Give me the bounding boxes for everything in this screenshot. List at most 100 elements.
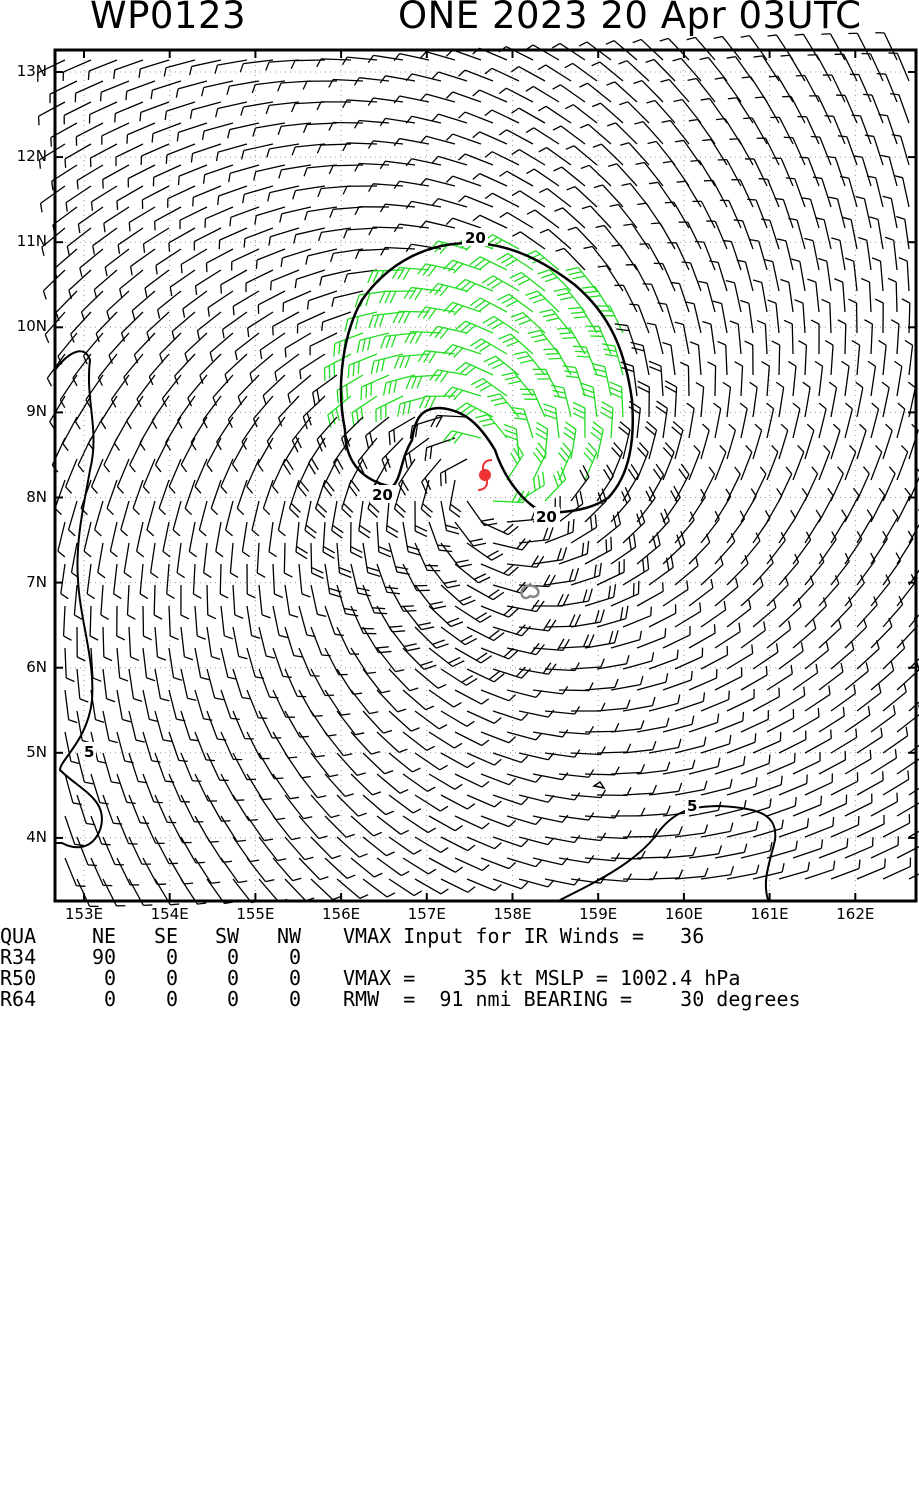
wind-barb (247, 648, 264, 678)
wind-barb (637, 487, 655, 522)
wind-barb (788, 361, 796, 396)
wind-barb (831, 424, 840, 459)
wind-barb (629, 401, 641, 438)
wind-barb (349, 459, 363, 496)
wind-barb (221, 606, 233, 639)
wind-barb (841, 361, 849, 396)
wind-barb (612, 245, 637, 270)
wind-barb (429, 774, 462, 789)
wind-barb (39, 102, 65, 125)
wind-barb (151, 543, 158, 578)
wind-barb (425, 438, 455, 461)
wind-barb (377, 774, 408, 793)
wind-barb (233, 438, 247, 472)
wind-barb (195, 606, 206, 639)
wind-barb (894, 176, 909, 207)
wind-barb (797, 117, 819, 144)
wind-barb (285, 879, 314, 901)
wind-barb (337, 543, 352, 578)
wind-barb (757, 138, 779, 165)
wind-barb (819, 575, 839, 606)
wind-barb (481, 522, 518, 535)
wind-barb (275, 354, 299, 381)
wind-barb (169, 459, 181, 493)
wind-barb (60, 375, 77, 408)
wind-barb (65, 858, 85, 886)
wind-barb (475, 415, 507, 438)
wind-barb (195, 774, 217, 801)
r64-nw: 0 (289, 989, 301, 1010)
wind-barb (278, 123, 311, 135)
wind-barb (305, 501, 316, 538)
wind-barb (507, 444, 523, 480)
wind-barb (734, 220, 753, 249)
r34-nw: 0 (289, 947, 301, 968)
wind-barb (102, 123, 129, 145)
wind-barb (713, 403, 720, 438)
wind-barb (455, 732, 489, 745)
wind-barb (715, 578, 738, 606)
wind-barb (137, 522, 144, 557)
wind-barb (366, 417, 389, 448)
wind-barb (897, 445, 908, 480)
wind-barb (92, 186, 117, 211)
wind-barb (608, 164, 637, 186)
wind-barb (467, 753, 501, 765)
wind-barb (559, 541, 589, 564)
latitude-label: 10N (17, 317, 47, 335)
wind-barb (779, 424, 788, 459)
wind-barb (183, 291, 207, 318)
wind-barb (753, 510, 770, 543)
wind-barb (61, 564, 68, 599)
wind-barb (363, 585, 387, 614)
wind-barb (257, 543, 265, 577)
wind-barb (331, 249, 363, 262)
wind-barb (619, 61, 649, 81)
wind-barb (663, 486, 680, 522)
wind-barb (704, 180, 727, 207)
wind-barb (101, 585, 109, 619)
wind-barb (389, 795, 421, 813)
longitude-label: 154E (151, 905, 189, 923)
wind-barb (131, 249, 155, 275)
wind-barb (103, 669, 115, 702)
wind-barb (431, 416, 467, 428)
wind-barb (581, 165, 611, 186)
wind-barb (637, 532, 660, 564)
wind-barb (779, 554, 799, 585)
wind-barb (883, 771, 909, 795)
wind-barb (129, 795, 149, 823)
wind-barb (481, 732, 516, 743)
wind-barb (819, 751, 845, 774)
wind-barb (299, 816, 327, 839)
wind-barb (273, 564, 283, 597)
wind-barb (727, 467, 740, 501)
wind-barb (104, 438, 117, 472)
wind-barb (204, 543, 212, 578)
wind-barb (840, 177, 857, 207)
wind-barb (793, 445, 804, 480)
wind-barb (795, 34, 819, 60)
longitude-label: 153E (65, 905, 103, 923)
wind-barb (481, 564, 518, 576)
wind-barb (809, 96, 831, 123)
wind-barb (513, 232, 545, 249)
wind-barb (567, 187, 597, 207)
wind-barb (263, 375, 285, 404)
wind-barb (811, 320, 819, 354)
wind-barb (69, 270, 91, 299)
wind-barb (54, 249, 77, 277)
wind-barb (283, 291, 311, 312)
wind-barb (80, 249, 103, 277)
wind-barb (84, 522, 91, 557)
wind-barb (228, 396, 247, 428)
wind-barb (305, 207, 337, 220)
wind-barb (582, 206, 611, 228)
wind-barb (499, 334, 533, 354)
wind-barb (545, 706, 580, 714)
wind-barb (829, 197, 845, 228)
contour-label: 5 (687, 797, 697, 815)
wind-barb (720, 200, 741, 228)
wind-barb (481, 690, 516, 701)
wind-barb (692, 201, 715, 228)
